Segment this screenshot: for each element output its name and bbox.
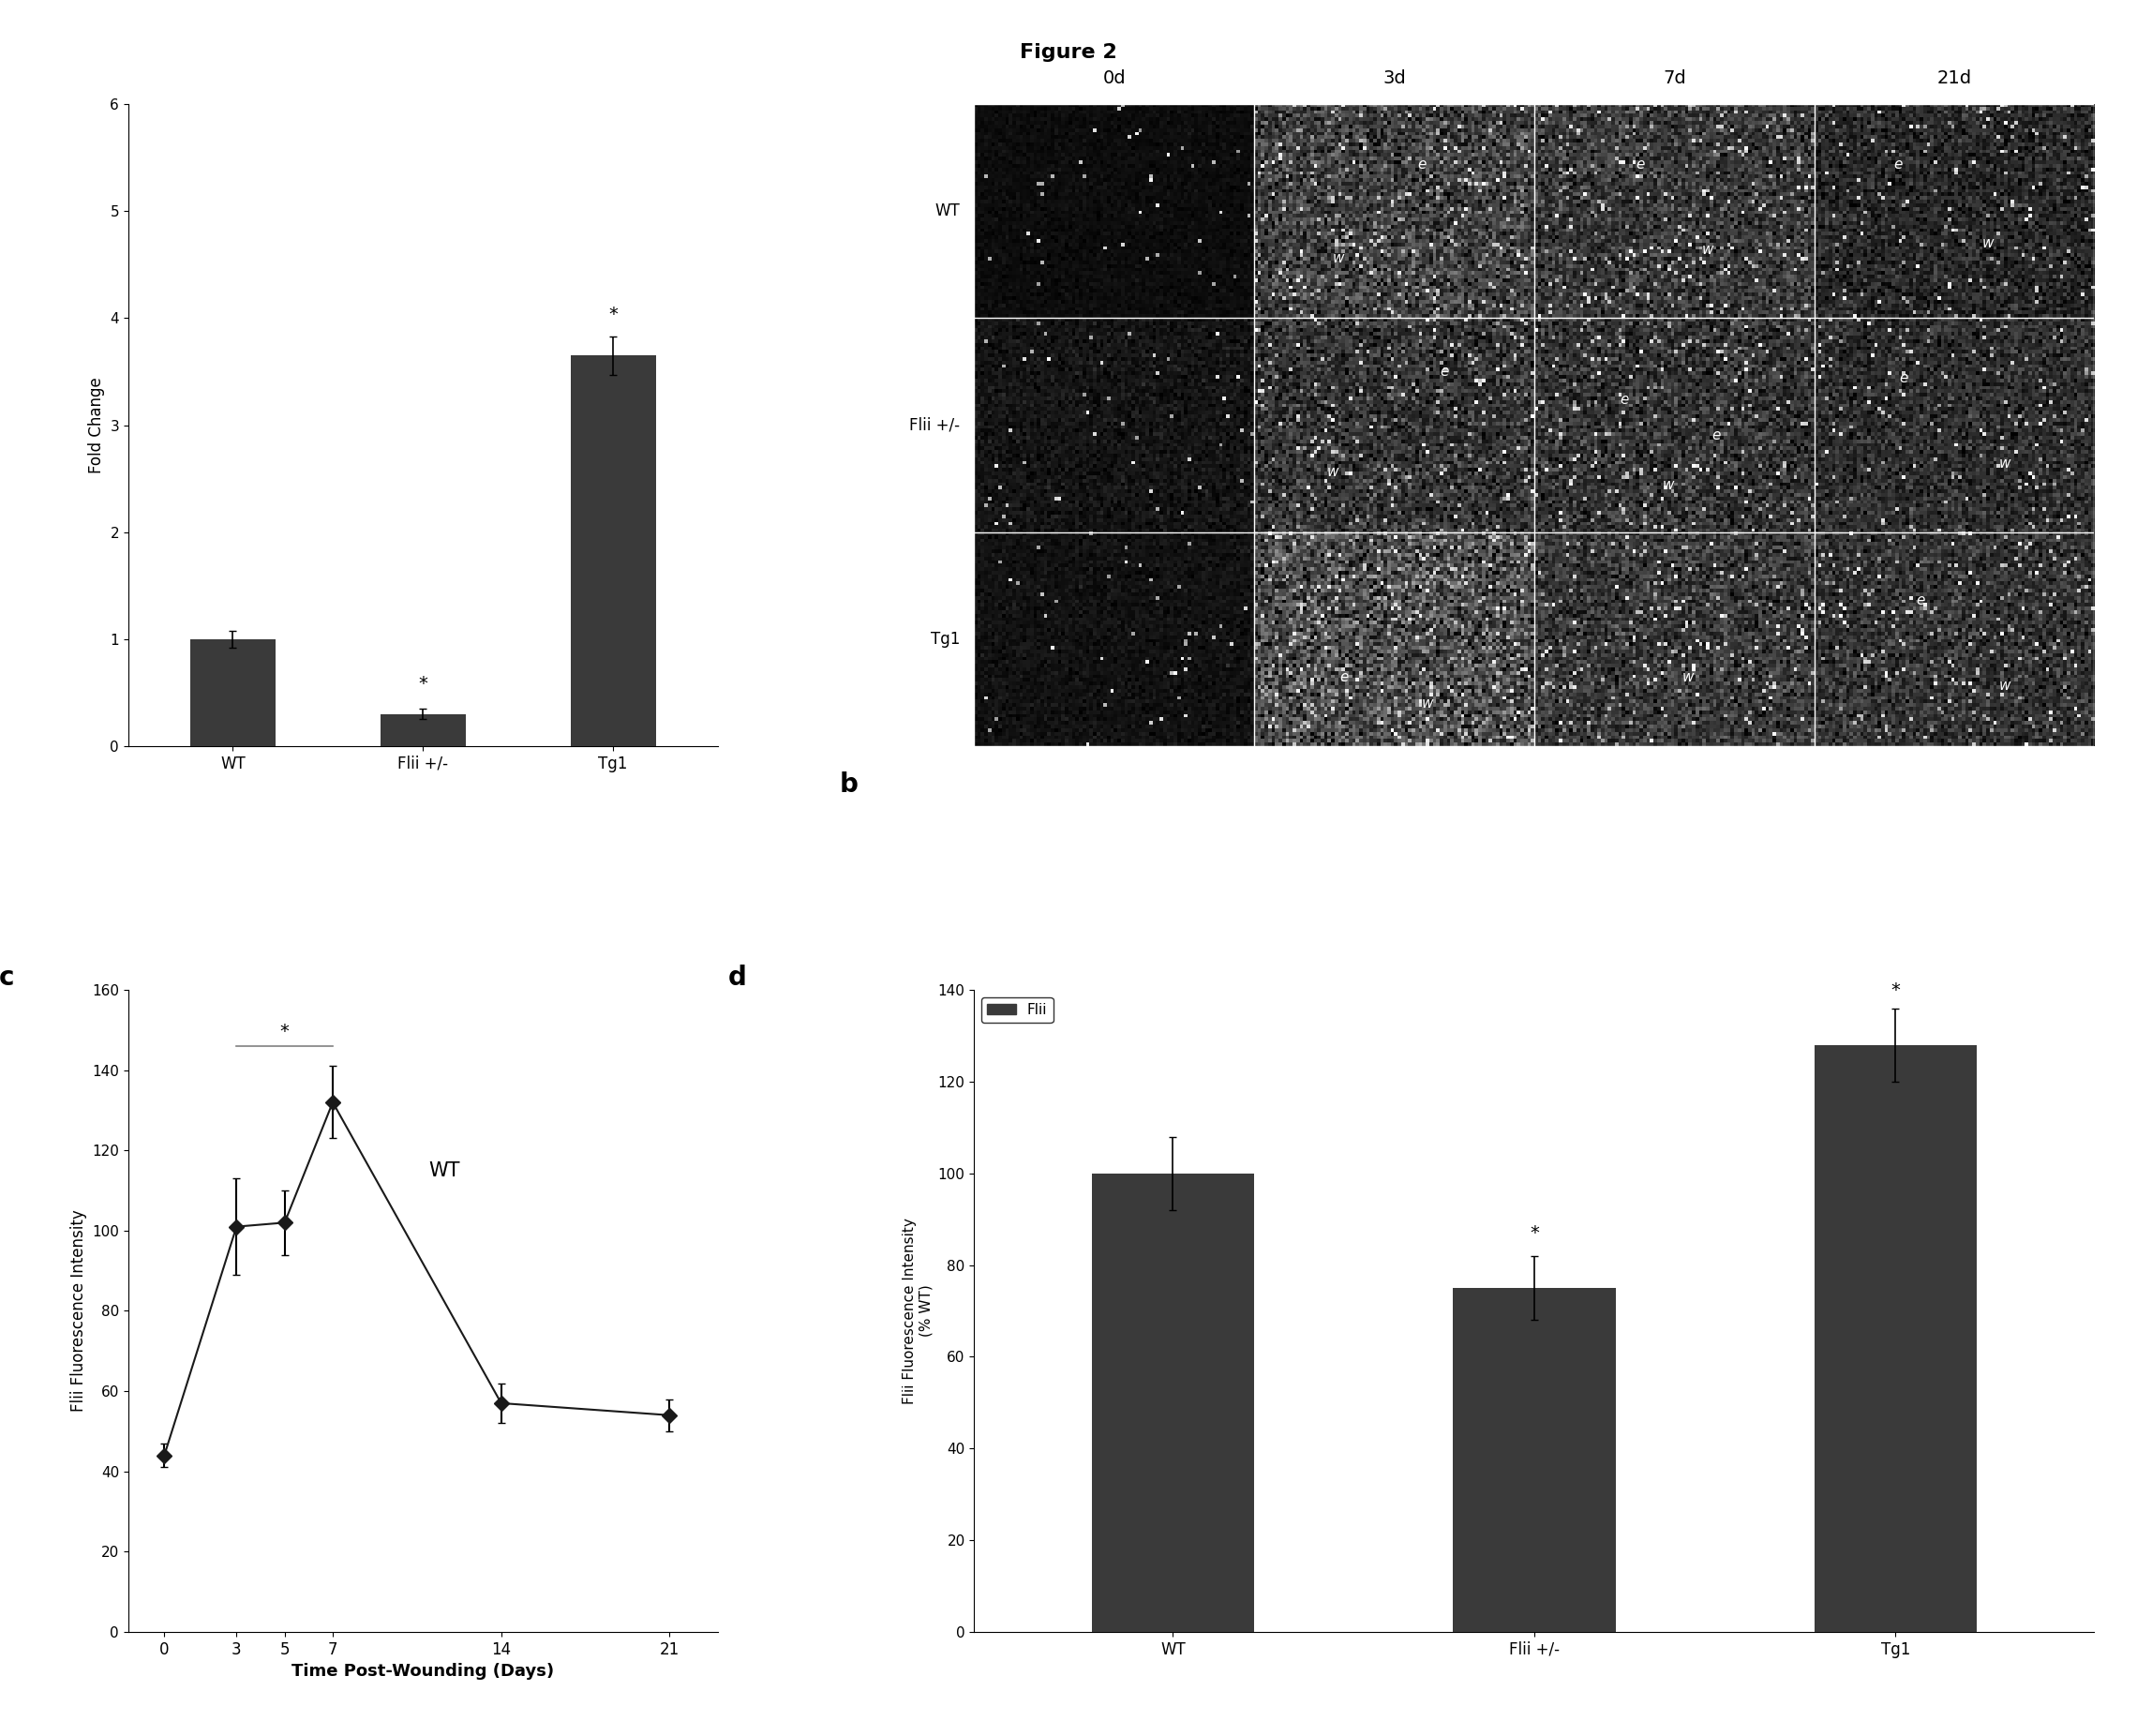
- Text: e: e: [1417, 156, 1428, 172]
- Text: w: w: [1998, 457, 2011, 470]
- Text: WT: WT: [936, 203, 960, 219]
- Text: e: e: [1900, 372, 1908, 385]
- Text: Tg1: Tg1: [932, 630, 960, 648]
- Text: e: e: [1637, 156, 1645, 172]
- Bar: [190, 639, 276, 746]
- Text: *: *: [419, 675, 427, 693]
- Text: w: w: [1682, 670, 1695, 684]
- Text: w: w: [1701, 243, 1714, 257]
- Text: 21d: 21d: [1936, 69, 1972, 87]
- Bar: [1453, 1288, 1616, 1632]
- Text: b: b: [840, 773, 859, 799]
- Text: 0d: 0d: [1103, 69, 1126, 87]
- Text: w: w: [1331, 252, 1344, 266]
- Y-axis label: Flii Fluorescence Intensity: Flii Fluorescence Intensity: [71, 1210, 88, 1411]
- Text: *: *: [1891, 981, 1900, 1000]
- Text: e: e: [1893, 156, 1902, 172]
- Text: Figure 2: Figure 2: [1019, 43, 1118, 62]
- Text: e: e: [1917, 594, 1925, 608]
- Bar: [380, 713, 466, 746]
- Text: 7d: 7d: [1663, 69, 1686, 87]
- Text: e: e: [1440, 365, 1449, 378]
- Text: e: e: [1620, 392, 1628, 406]
- Text: w: w: [1981, 236, 1994, 250]
- Text: w: w: [1663, 477, 1675, 491]
- Bar: [1814, 1045, 1977, 1632]
- Text: WT: WT: [430, 1161, 459, 1180]
- Text: 3d: 3d: [1383, 69, 1406, 87]
- Text: *: *: [1530, 1224, 1539, 1243]
- Text: w: w: [1421, 696, 1434, 710]
- Text: d: d: [729, 963, 746, 991]
- Legend: Flii: Flii: [981, 996, 1054, 1023]
- Text: *: *: [280, 1023, 288, 1040]
- X-axis label: Time Post-Wounding (Days): Time Post-Wounding (Days): [293, 1663, 553, 1680]
- Text: e: e: [1340, 670, 1348, 684]
- Text: c: c: [0, 963, 15, 991]
- Text: Flii +/-: Flii +/-: [910, 417, 960, 434]
- Bar: [1092, 1174, 1254, 1632]
- Text: e: e: [1712, 429, 1720, 443]
- Bar: [571, 356, 656, 746]
- Text: *: *: [609, 306, 618, 323]
- Y-axis label: Flii Fluorescence Intensity
(% WT): Flii Fluorescence Intensity (% WT): [902, 1217, 932, 1404]
- Text: w: w: [1998, 679, 2011, 693]
- Text: w: w: [1327, 465, 1338, 479]
- Y-axis label: Fold Change: Fold Change: [88, 377, 105, 474]
